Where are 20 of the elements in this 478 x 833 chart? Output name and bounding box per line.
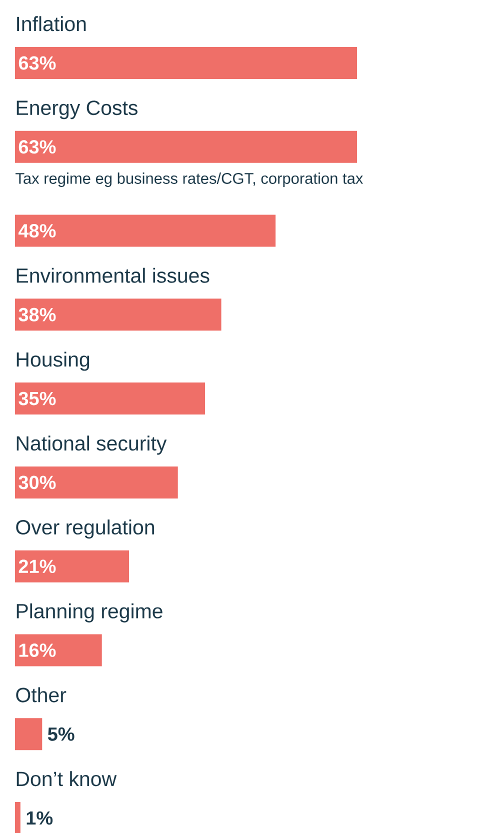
data-label: 63% — [18, 140, 56, 154]
y-tick-label: Tax regime eg business rates/CGT, corporation tax — [16, 172, 364, 187]
y-tick-label: Energy Costs — [16, 100, 138, 120]
y-tick-label: Inflation — [17, 16, 86, 32]
y-tick-label: Environmental issues — [16, 268, 210, 283]
data-label: 5% — [48, 727, 74, 741]
data-label: 38% — [18, 308, 56, 322]
data-label: 48% — [18, 224, 56, 238]
y-tick-label: Don’t know — [16, 771, 117, 786]
y-tick-label: Other — [16, 687, 66, 702]
data-label: 1% — [26, 811, 53, 825]
y-tick-label: National security — [16, 436, 167, 455]
y-tick-label: Planning regime — [16, 603, 162, 622]
data-label: 21% — [18, 560, 56, 574]
y-tick-label: Over regulation — [16, 519, 154, 539]
data-label: 16% — [19, 644, 56, 657]
data-label: 35% — [18, 392, 56, 406]
data-label: 30% — [18, 476, 56, 490]
data-label: 63% — [18, 56, 56, 70]
y-tick-label: Housing — [16, 352, 90, 371]
